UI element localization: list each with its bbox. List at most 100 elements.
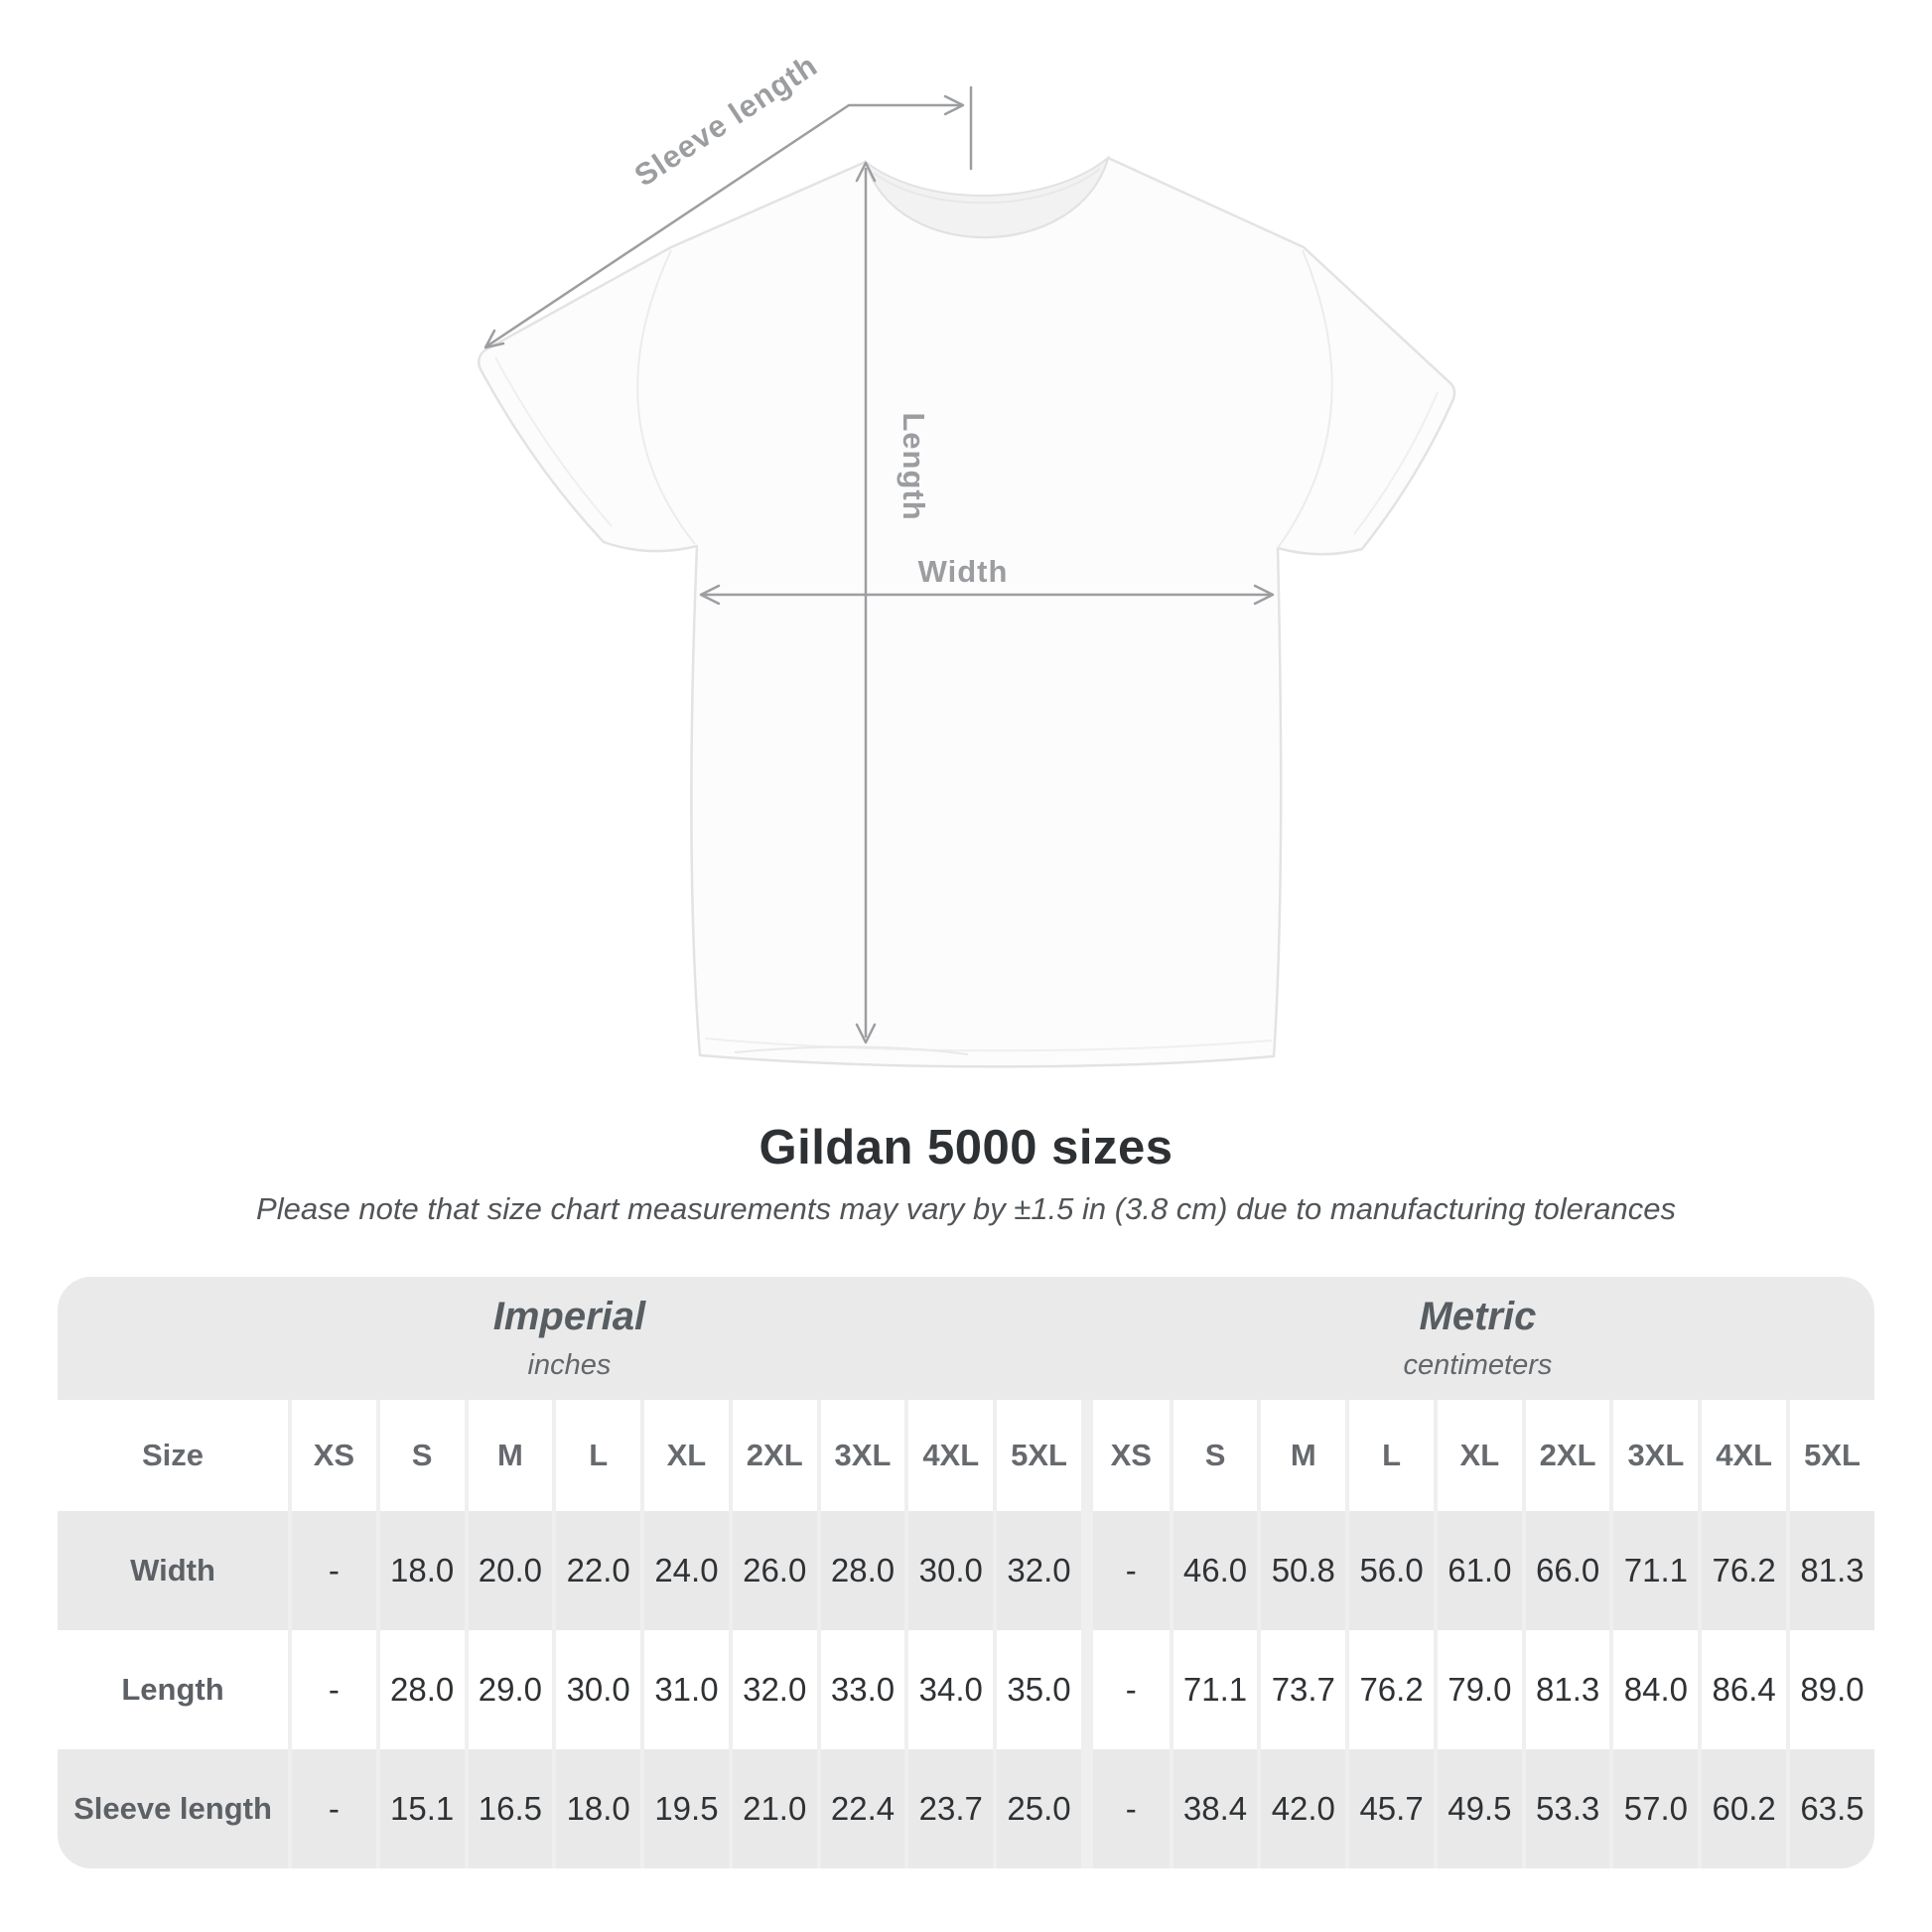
size-header-imperial-2xl: 2XL	[728, 1400, 817, 1511]
size-header-metric-xl: XL	[1433, 1400, 1522, 1511]
size-header-imperial-l: L	[552, 1400, 641, 1511]
length-metric-4xl: 86.4	[1698, 1630, 1787, 1749]
width-imperial-3xl: 28.0	[816, 1511, 905, 1630]
page-title: Gildan 5000 sizes	[759, 1121, 1173, 1174]
width-imperial-m: 20.0	[464, 1511, 553, 1630]
width-metric-s: 46.0	[1169, 1511, 1258, 1630]
length-arrowhead-bottom	[855, 1023, 877, 1044]
sleeve-imperial-5xl: 25.0	[993, 1749, 1081, 1868]
sleeve-length-label: Sleeve length	[628, 48, 824, 194]
length-imperial-2xl: 32.0	[728, 1630, 817, 1749]
sleeve-imperial-3xl: 22.4	[816, 1749, 905, 1868]
metric-group-unit: centimeters	[1403, 1349, 1553, 1381]
width-metric-3xl: 71.1	[1609, 1511, 1699, 1630]
bottom-hem-stitch	[704, 1037, 1273, 1052]
sleeve-metric-5xl: 63.5	[1786, 1749, 1874, 1868]
width-imperial-s: 18.0	[375, 1511, 465, 1630]
tolerance-note: Please note that size chart measurements…	[256, 1191, 1676, 1226]
length-arrowhead-top	[855, 161, 877, 183]
size-header-imperial-m: M	[464, 1400, 553, 1511]
tshirt-outline	[477, 156, 1456, 1068]
length-metric-2xl: 81.3	[1521, 1630, 1610, 1749]
right-sleeve-hem	[1353, 391, 1439, 535]
width-arrowhead-right	[1253, 584, 1275, 606]
tshirt-measurement-diagram: Sleeve length Length Width	[477, 48, 1456, 1068]
size-header-imperial-s: S	[375, 1400, 465, 1511]
length-metric-5xl: 89.0	[1786, 1630, 1874, 1749]
length-metric-xs: -	[1080, 1630, 1170, 1749]
width-label: Width	[918, 554, 1009, 589]
width-metric-2xl: 66.0	[1521, 1511, 1610, 1630]
length-metric-3xl: 84.0	[1609, 1630, 1699, 1749]
imperial-group-label: Imperial	[492, 1295, 646, 1338]
size-header-metric-m: M	[1257, 1400, 1346, 1511]
sleeve-metric-l: 45.7	[1345, 1749, 1434, 1868]
size-header-metric-xs: XS	[1080, 1400, 1170, 1511]
length-imperial-s: 28.0	[375, 1630, 465, 1749]
width-metric-m: 50.8	[1257, 1511, 1346, 1630]
sleeve-length-row-label: Sleeve length	[58, 1749, 288, 1868]
collar-band-line	[873, 168, 1101, 205]
length-imperial-3xl: 33.0	[816, 1630, 905, 1749]
title-block: Gildan 5000 sizes Please note that size …	[0, 1120, 1932, 1227]
width-imperial-xl: 24.0	[640, 1511, 729, 1630]
left-sleeve-hem	[494, 356, 613, 527]
sleeve-length-row: Sleeve length - 15.1 16.5 18.0 19.5 21.0…	[58, 1749, 1874, 1868]
size-header-row: Size XS S M L XL 2XL 3XL 4XL 5XL XS S M …	[58, 1400, 1874, 1511]
width-metric-5xl: 81.3	[1786, 1511, 1874, 1630]
tshirt-graphic	[477, 155, 1456, 1068]
sleeve-metric-s: 38.4	[1169, 1749, 1258, 1868]
length-metric-l: 76.2	[1345, 1630, 1434, 1749]
width-arrowhead-left	[699, 584, 721, 606]
sleeve-metric-m: 42.0	[1257, 1749, 1346, 1868]
length-imperial-xs: -	[288, 1630, 376, 1749]
length-metric-s: 71.1	[1169, 1630, 1258, 1749]
size-table: Imperial inches Metric centimeters Size …	[58, 1277, 1874, 1868]
width-imperial-xs: -	[288, 1511, 376, 1630]
width-metric-l: 56.0	[1345, 1511, 1434, 1630]
sleeve-metric-3xl: 57.0	[1609, 1749, 1699, 1868]
sleeve-imperial-l: 18.0	[552, 1749, 641, 1868]
width-metric-xl: 61.0	[1433, 1511, 1522, 1630]
size-header-imperial-4xl: 4XL	[904, 1400, 994, 1511]
length-imperial-4xl: 34.0	[904, 1630, 994, 1749]
sleeve-imperial-s: 15.1	[375, 1749, 465, 1868]
sleeve-metric-2xl: 53.3	[1521, 1749, 1610, 1868]
sleeve-length-arrowhead-left	[483, 329, 505, 349]
sleeve-metric-xs: -	[1080, 1749, 1170, 1868]
size-header-metric-2xl: 2XL	[1521, 1400, 1610, 1511]
length-imperial-l: 30.0	[552, 1630, 641, 1749]
sleeve-imperial-2xl: 21.0	[728, 1749, 817, 1868]
sleeve-imperial-xl: 19.5	[640, 1749, 729, 1868]
unit-group-row: Imperial inches Metric centimeters	[58, 1277, 1874, 1400]
sleeve-imperial-m: 16.5	[464, 1749, 553, 1868]
left-armhole-seam	[636, 249, 696, 545]
length-imperial-m: 29.0	[464, 1630, 553, 1749]
metric-group-label: Metric	[1419, 1295, 1537, 1338]
width-imperial-5xl: 32.0	[993, 1511, 1081, 1630]
width-metric-4xl: 76.2	[1698, 1511, 1787, 1630]
imperial-group-header: Imperial inches	[58, 1277, 1081, 1400]
size-header-metric-5xl: 5XL	[1786, 1400, 1874, 1511]
size-header-imperial-xl: XL	[640, 1400, 729, 1511]
sleeve-imperial-4xl: 23.7	[904, 1749, 994, 1868]
width-metric-xs: -	[1080, 1511, 1170, 1630]
length-metric-xl: 79.0	[1433, 1630, 1522, 1749]
length-row-label: Length	[58, 1630, 288, 1749]
right-armhole-seam	[1277, 249, 1333, 549]
sleeve-length-line	[484, 103, 963, 348]
neck-opening	[864, 155, 1110, 238]
length-label: Length	[897, 412, 931, 520]
length-imperial-xl: 31.0	[640, 1630, 729, 1749]
size-header-metric-l: L	[1345, 1400, 1434, 1511]
size-header-imperial-5xl: 5XL	[993, 1400, 1081, 1511]
sleeve-length-arrowhead-right	[943, 94, 965, 116]
length-row: Length - 28.0 29.0 30.0 31.0 32.0 33.0 3…	[58, 1630, 1874, 1749]
size-header-metric-3xl: 3XL	[1609, 1400, 1699, 1511]
width-imperial-4xl: 30.0	[904, 1511, 994, 1630]
length-metric-m: 73.7	[1257, 1630, 1346, 1749]
width-imperial-2xl: 26.0	[728, 1511, 817, 1630]
hem-shadow	[734, 1045, 969, 1055]
length-imperial-5xl: 35.0	[993, 1630, 1081, 1749]
sleeve-imperial-xs: -	[288, 1749, 376, 1868]
